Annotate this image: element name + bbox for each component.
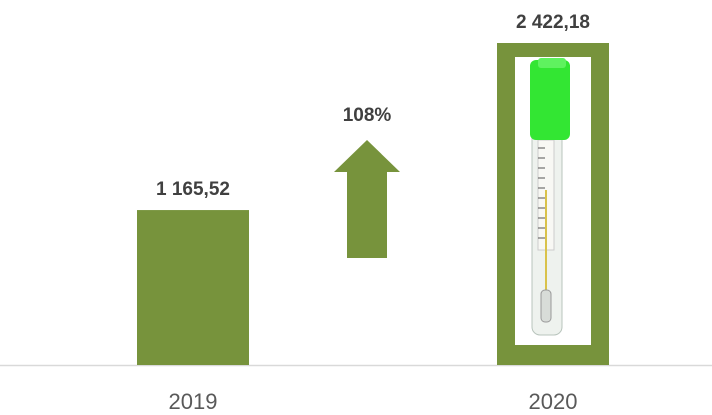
value-label: 1 165,52 <box>156 179 230 200</box>
x-tick-label: 2019 <box>169 389 218 414</box>
value-label: 2 422,18 <box>516 12 590 33</box>
x-tick-label: 2020 <box>529 389 578 414</box>
thermometer-image <box>515 57 591 345</box>
arrow-shaft <box>347 171 387 258</box>
bar <box>137 210 249 365</box>
thermo-cap <box>530 60 570 140</box>
arrow-head <box>334 140 400 172</box>
growth-arrow <box>334 140 400 258</box>
thermo-bulb <box>540 289 552 323</box>
growth-annotation: 108% <box>343 105 392 126</box>
thermo-cap-top <box>538 58 566 68</box>
